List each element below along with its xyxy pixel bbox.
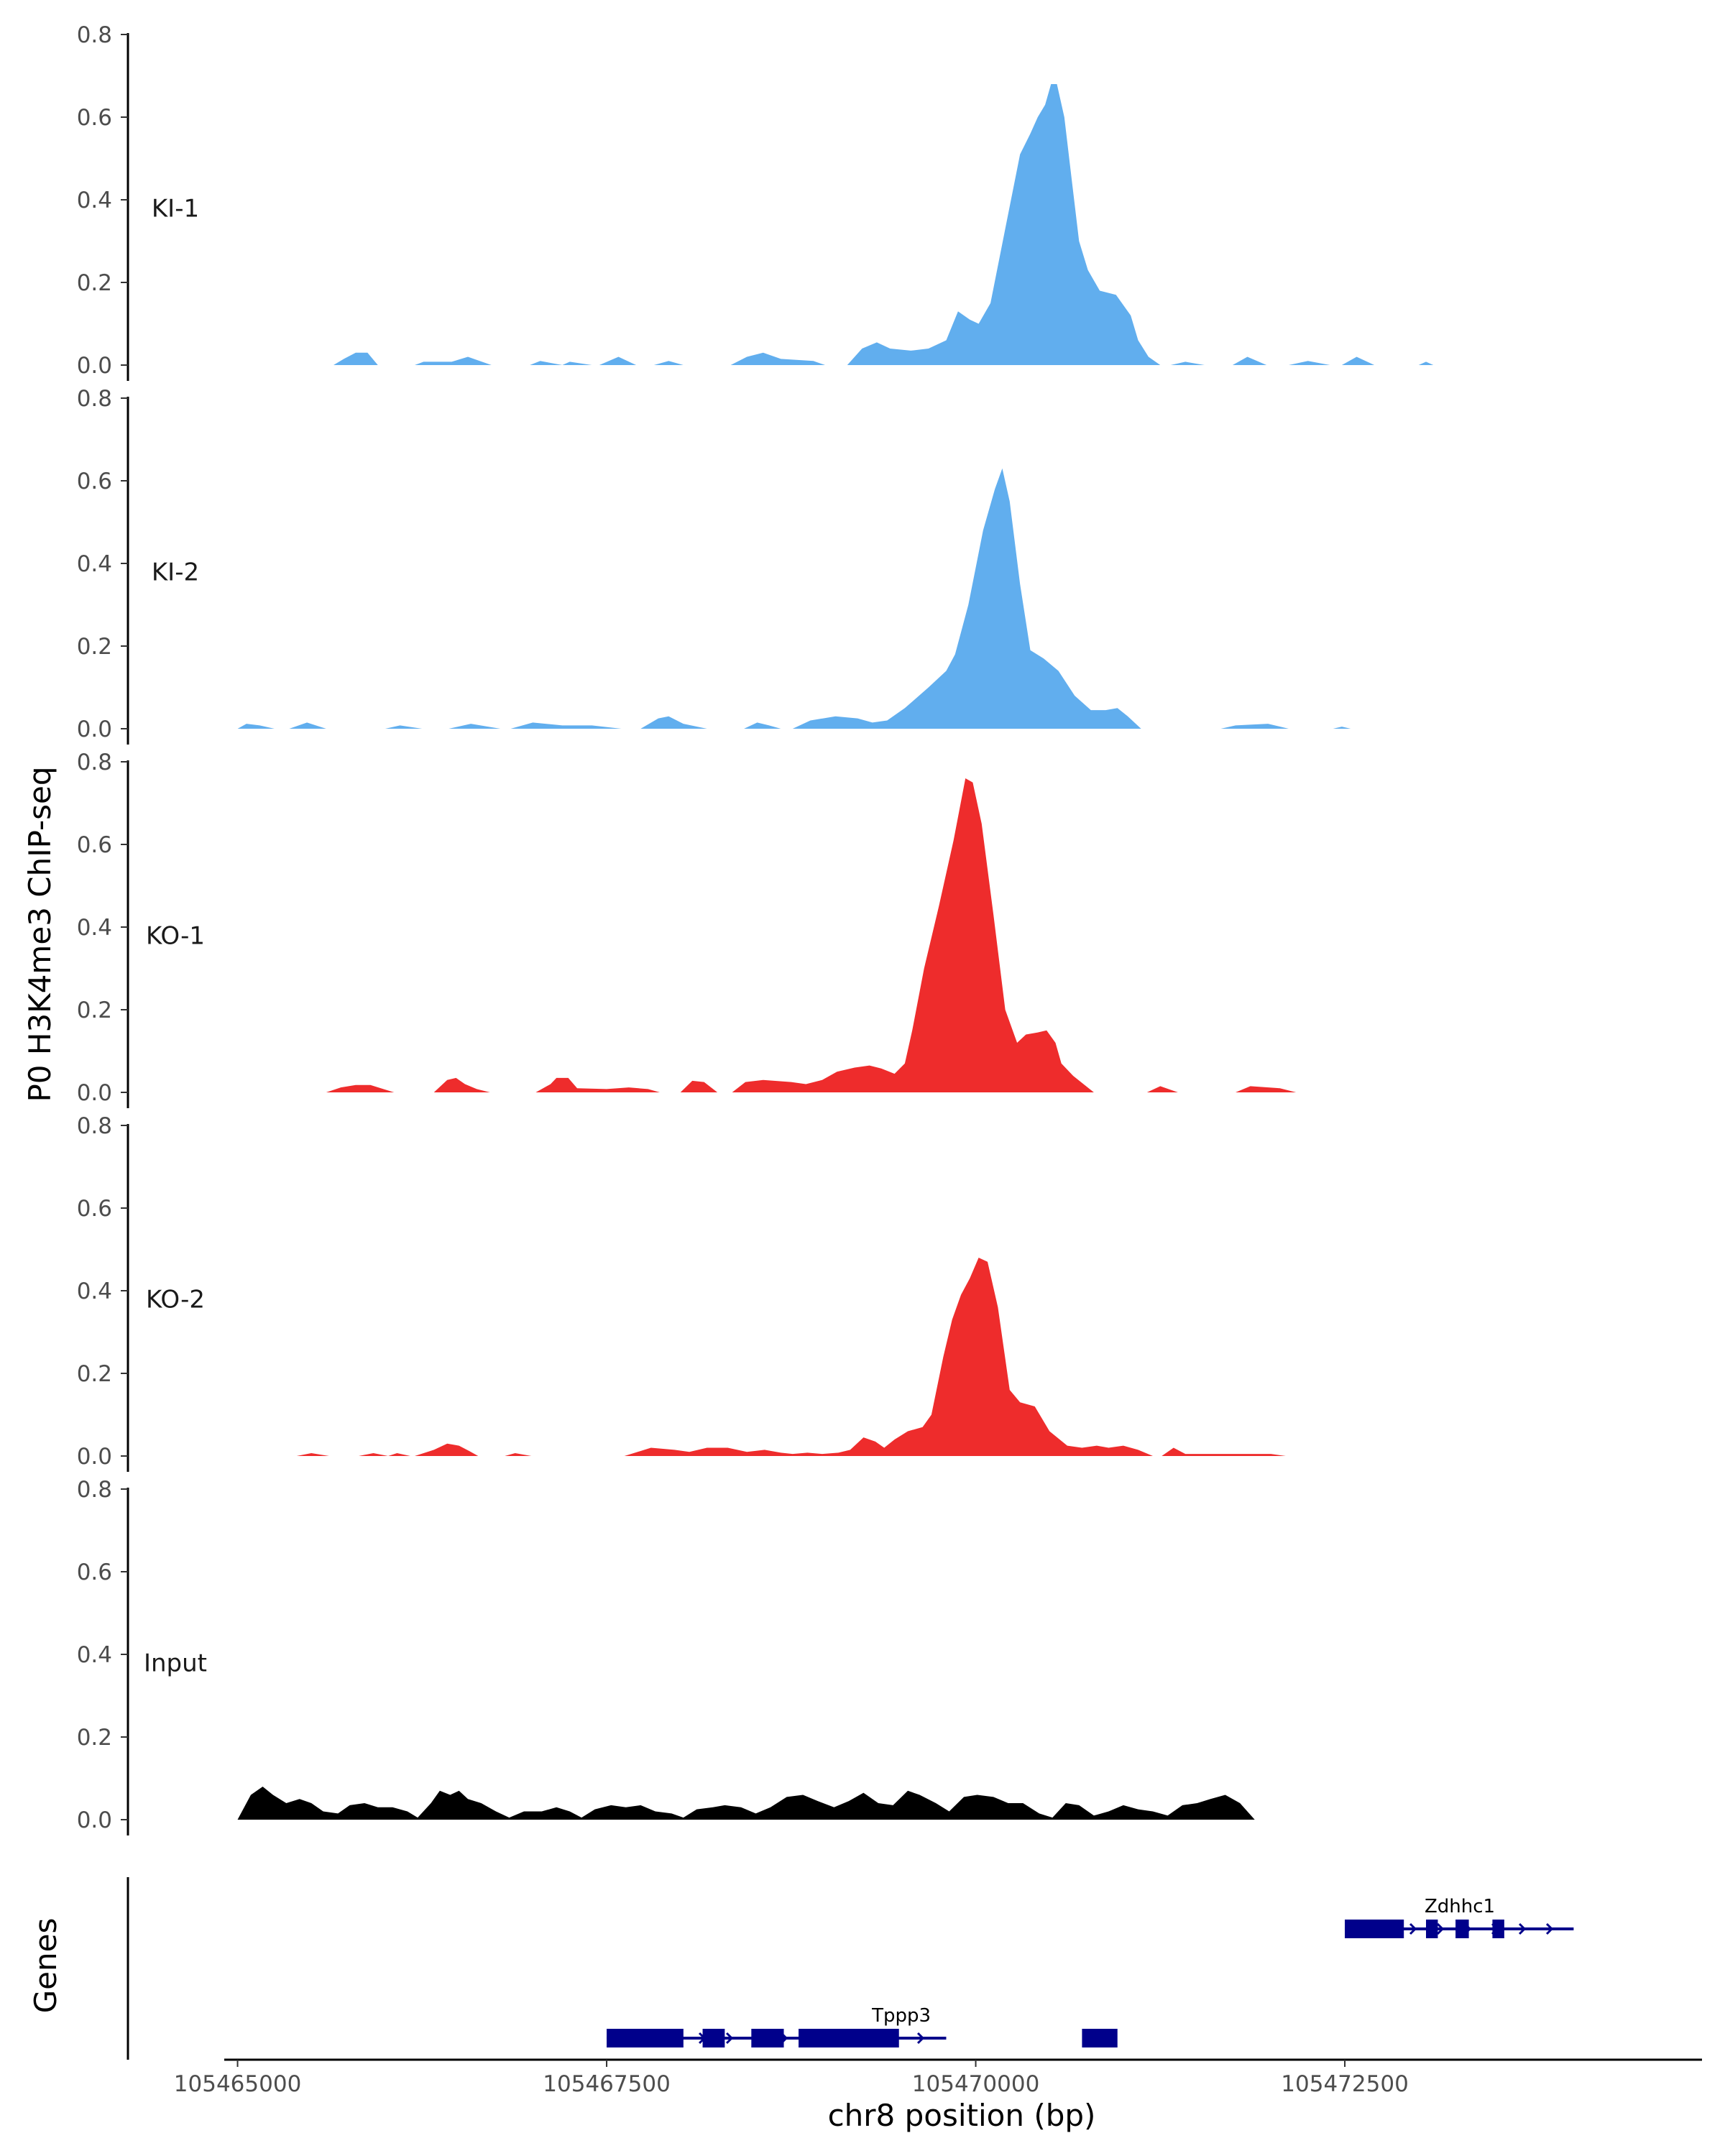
gene-exon bbox=[1345, 1920, 1404, 1938]
gene-exon bbox=[751, 2029, 784, 2047]
y-tick-label: 0.2 bbox=[77, 998, 112, 1023]
signal-area bbox=[237, 468, 1351, 729]
strand-arrow bbox=[1518, 1922, 1527, 1935]
signal-area bbox=[237, 1787, 1255, 1820]
signal-area bbox=[326, 778, 1297, 1092]
x-axis-title: chr8 position (bp) bbox=[828, 2098, 1096, 2133]
y-tick-label: 0.4 bbox=[77, 1279, 112, 1304]
y-tick-label: 0.8 bbox=[77, 386, 112, 412]
y-tick-label: 0.8 bbox=[77, 22, 112, 48]
strand-arrow bbox=[1409, 1922, 1417, 1935]
gene-exon bbox=[1426, 1920, 1438, 1938]
signal-tracks: 0.00.20.40.60.8KI-10.00.20.40.60.8KI-20.… bbox=[77, 22, 1434, 1835]
strand-arrow bbox=[725, 2032, 734, 2045]
genes-track: Genes Zdhhc1 Tppp3 bbox=[28, 1877, 1574, 2060]
y-tick-label: 0.8 bbox=[77, 1477, 112, 1503]
gene-exon bbox=[702, 2029, 725, 2047]
genes-track-title: Genes bbox=[28, 1918, 63, 2014]
gene-exon bbox=[1492, 1920, 1504, 1938]
track-label: KI-1 bbox=[152, 195, 199, 224]
gene-exon bbox=[1455, 1920, 1469, 1938]
track-label: KO-1 bbox=[146, 922, 205, 951]
y-tick-label: 0.4 bbox=[77, 915, 112, 941]
y-tick-label: 0.0 bbox=[77, 1080, 112, 1106]
x-tick-label: 105470000 bbox=[912, 2071, 1040, 2097]
y-tick-label: 0.4 bbox=[77, 1642, 112, 1668]
y-tick-label: 0.0 bbox=[77, 1807, 112, 1833]
y-tick-label: 0.0 bbox=[77, 353, 112, 379]
track-ki-2: 0.0 0.2 0.4 0.6 0.8 KI-2 bbox=[77, 386, 1351, 745]
signal-area bbox=[334, 84, 1434, 365]
y-axis-title: P0 H3K4me3 ChIP-seq bbox=[22, 766, 58, 1102]
y-tick-label: 0.0 bbox=[77, 717, 112, 742]
x-tick-label: 105467500 bbox=[543, 2071, 671, 2097]
gene-exon bbox=[1082, 2029, 1118, 2047]
y-tick-label: 0.6 bbox=[77, 1560, 112, 1585]
track-ko-2: 0.0 0.2 0.4 0.6 0.8 KO-2 bbox=[77, 1113, 1286, 1472]
y-tick-label: 0.2 bbox=[77, 1725, 112, 1751]
signal-area bbox=[296, 1258, 1286, 1456]
track-ko-1: 0.0 0.2 0.4 0.6 0.8 KO-1 bbox=[77, 750, 1297, 1108]
strand-arrow bbox=[1545, 1922, 1554, 1935]
y-tick-label: 0.6 bbox=[77, 1196, 112, 1222]
track-ki-1: 0.0 0.2 0.4 0.6 0.8 KI-1 bbox=[77, 22, 1434, 381]
gene-exon bbox=[607, 2029, 684, 2047]
gene-tppp3: Tppp3 bbox=[607, 2005, 1118, 2047]
y-tick-label: 0.4 bbox=[77, 188, 112, 213]
gene-label: Tppp3 bbox=[871, 2005, 931, 2027]
y-tick-label: 0.4 bbox=[77, 551, 112, 577]
gene-zdhhc1: Zdhhc1 bbox=[1345, 1896, 1574, 1938]
y-tick-label: 0.2 bbox=[77, 1361, 112, 1387]
y-tick-label: 0.6 bbox=[77, 469, 112, 494]
y-tick-label: 0.6 bbox=[77, 105, 112, 131]
gene-label: Zdhhc1 bbox=[1425, 1896, 1495, 1917]
y-tick-label: 0.2 bbox=[77, 270, 112, 296]
y-tick-label: 0.8 bbox=[77, 1113, 112, 1139]
gene-exon bbox=[799, 2029, 899, 2047]
y-tick-label: 0.2 bbox=[77, 634, 112, 660]
strand-arrow bbox=[1436, 1922, 1445, 1935]
x-tick-label: 105465000 bbox=[174, 2071, 302, 2097]
y-tick-label: 0.0 bbox=[77, 1444, 112, 1470]
track-input: 0.0 0.2 0.4 0.6 0.8 Input bbox=[77, 1477, 1255, 1835]
track-label: KO-2 bbox=[146, 1286, 205, 1314]
y-tick-label: 0.8 bbox=[77, 750, 112, 775]
track-label: KI-2 bbox=[152, 558, 199, 587]
x-tick-label: 105472500 bbox=[1281, 2071, 1409, 2097]
y-tick-label: 0.6 bbox=[77, 832, 112, 858]
x-axis: 105465000 105467500 105470000 105472500 bbox=[174, 2058, 1702, 2097]
track-label: Input bbox=[144, 1649, 207, 1678]
strand-arrow bbox=[916, 2032, 925, 2045]
